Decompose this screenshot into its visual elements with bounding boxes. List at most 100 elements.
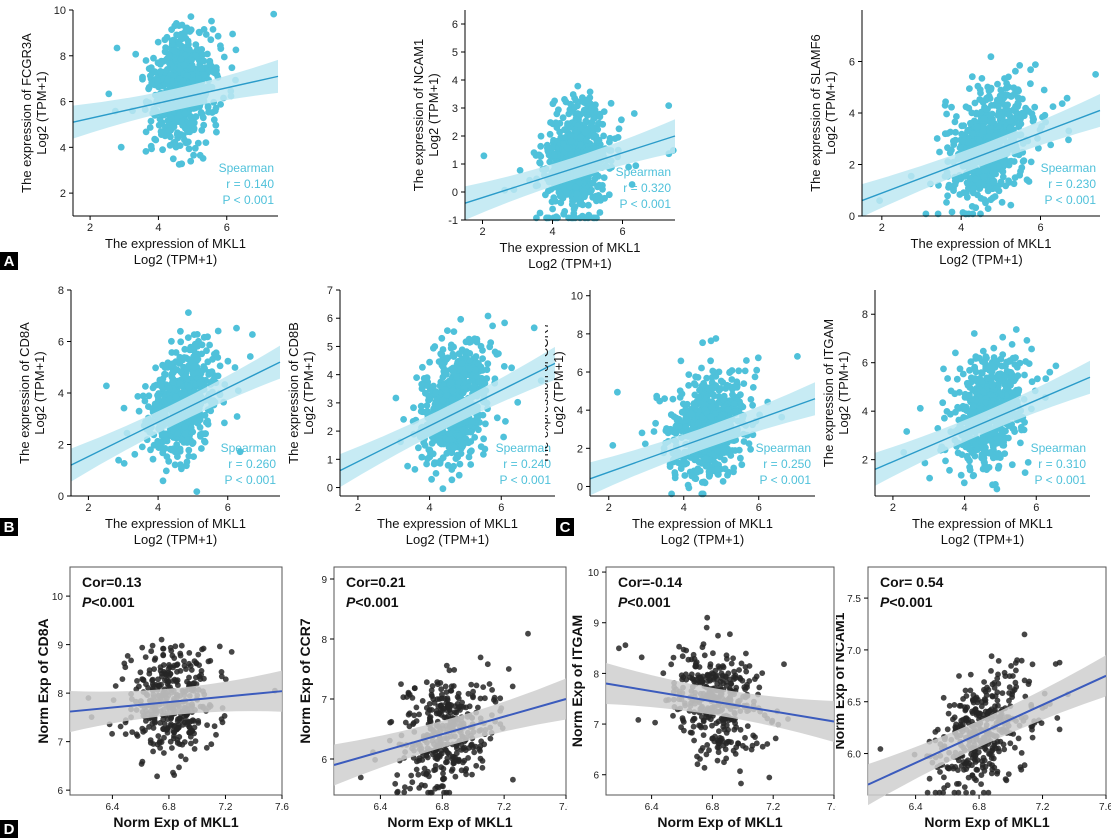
data-point <box>567 151 575 159</box>
data-point <box>168 114 175 122</box>
trend-line <box>70 361 281 466</box>
data-point <box>994 111 1002 118</box>
data-point <box>193 488 201 495</box>
data-point <box>249 331 256 338</box>
data-point <box>480 451 487 458</box>
y-tick-label: 10 <box>571 291 583 303</box>
stat-annotation: Spearman <box>219 161 274 175</box>
data-point <box>977 89 984 97</box>
data-point <box>944 144 951 152</box>
data-point <box>1007 369 1015 376</box>
data-point <box>710 392 718 400</box>
data-point <box>164 76 172 84</box>
stat-annotation: P < 0.001 <box>225 473 277 487</box>
data-point <box>951 181 959 189</box>
stat-annotation: P < 0.001 <box>1035 473 1087 487</box>
data-point <box>708 398 716 406</box>
data-point <box>465 335 473 343</box>
data-point <box>184 334 192 341</box>
data-point <box>120 460 128 467</box>
data-point <box>449 387 457 395</box>
data-point <box>177 35 185 43</box>
data-point <box>157 68 164 75</box>
data-point <box>728 367 736 374</box>
data-point <box>1013 363 1021 371</box>
data-point <box>1028 378 1036 386</box>
data-point <box>546 158 554 166</box>
data-point <box>708 467 716 475</box>
data-point <box>228 649 235 655</box>
data-point <box>678 390 686 398</box>
data-point <box>1005 179 1013 186</box>
data-point <box>145 85 153 93</box>
data-point <box>1018 109 1026 117</box>
data-point <box>724 406 732 413</box>
data-point <box>628 181 636 188</box>
data-point <box>187 157 195 165</box>
x-tick-label: 2 <box>479 226 485 238</box>
y-tick-label: 6 <box>452 19 458 31</box>
data-point <box>198 126 206 134</box>
data-point <box>984 187 992 195</box>
data-point <box>980 173 988 181</box>
data-point <box>593 137 601 145</box>
data-point <box>956 144 964 152</box>
data-point <box>194 355 202 363</box>
data-point <box>945 181 953 189</box>
data-point <box>424 455 431 463</box>
data-point <box>699 339 706 347</box>
data-point <box>994 80 1001 88</box>
data-point <box>419 363 426 371</box>
data-point <box>1011 174 1019 182</box>
data-point <box>163 33 171 41</box>
data-point <box>198 367 206 374</box>
data-point <box>180 391 188 398</box>
data-point <box>142 383 149 390</box>
data-point <box>196 151 204 159</box>
data-point <box>181 423 189 431</box>
data-point <box>944 375 951 382</box>
y-tick-label: 2 <box>327 426 333 438</box>
data-point <box>168 37 176 44</box>
data-point <box>732 407 739 414</box>
data-point <box>484 360 492 368</box>
trend-line <box>861 109 1101 202</box>
data-point <box>695 419 702 427</box>
data-point <box>581 128 589 136</box>
data-point <box>1007 201 1015 209</box>
y-axis-label: The expression of CCR7 <box>545 322 551 464</box>
data-point <box>536 159 543 166</box>
data-point <box>1035 144 1042 152</box>
data-point <box>423 460 430 468</box>
data-point <box>208 17 215 25</box>
x-axis-label: The expression of MKL1 <box>911 236 1052 251</box>
data-point <box>677 357 685 365</box>
data-point <box>661 395 668 402</box>
stat-annotation: Spearman <box>1041 161 1096 175</box>
data-point <box>200 121 208 129</box>
data-point <box>585 201 592 209</box>
x-tick-label: 4 <box>427 502 433 514</box>
y-axis-label: The expression of FCGR3A <box>19 33 34 193</box>
data-point <box>537 142 545 150</box>
data-point <box>160 430 168 438</box>
data-point <box>999 158 1007 165</box>
data-point <box>738 402 745 410</box>
y-axis-unit: Log2 (TPM+1) <box>836 351 851 434</box>
data-point <box>420 439 428 446</box>
data-point <box>951 390 959 398</box>
data-point <box>207 657 214 664</box>
data-point <box>1012 67 1019 75</box>
data-point <box>508 364 515 372</box>
data-point <box>228 64 236 72</box>
data-point <box>195 651 202 658</box>
data-point <box>721 456 728 464</box>
y-axis-unit: Log2 (TPM+1) <box>34 71 49 154</box>
data-point <box>926 474 933 482</box>
data-point <box>970 185 978 193</box>
data-point <box>625 163 632 171</box>
data-point <box>679 400 687 408</box>
